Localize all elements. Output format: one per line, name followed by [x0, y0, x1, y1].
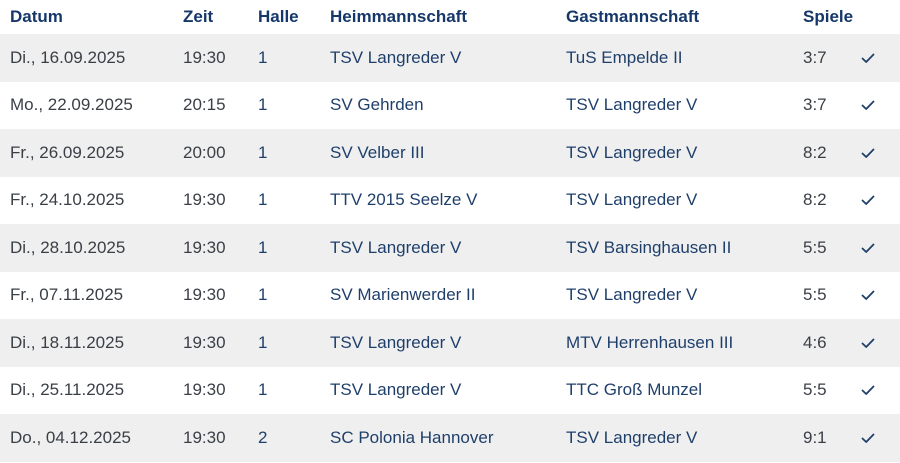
match-time: 19:30	[183, 380, 226, 400]
match-time: 19:30	[183, 237, 226, 257]
match-date: Di., 18.11.2025	[10, 332, 125, 352]
match-date: Di., 25.11.2025	[10, 380, 125, 400]
match-result: 8:2	[803, 190, 827, 210]
match-time: 19:30	[183, 332, 226, 352]
match-hall-link[interactable]: 1	[258, 285, 268, 305]
match-hall-link[interactable]: 1	[258, 142, 268, 162]
match-result: 3:7	[803, 47, 827, 67]
table-row: Di., 18.11.2025 19:30 1 TSV Langreder V …	[0, 319, 900, 367]
match-hall-link[interactable]: 1	[258, 47, 268, 67]
guest-team-link[interactable]: TSV Langreder V	[566, 95, 698, 115]
check-icon[interactable]	[860, 50, 876, 66]
check-icon[interactable]	[860, 382, 876, 398]
guest-team-link[interactable]: TSV Langreder V	[566, 190, 698, 210]
match-hall-link[interactable]: 1	[258, 190, 268, 210]
check-icon[interactable]	[860, 287, 876, 303]
match-time: 19:30	[183, 190, 226, 210]
table-row: Mo., 22.09.2025 20:15 1 SV Gehrden TSV L…	[0, 82, 900, 130]
match-hall-link[interactable]: 1	[258, 332, 268, 352]
table-row: Di., 28.10.2025 19:30 1 TSV Langreder V …	[0, 224, 900, 272]
match-time: 20:15	[183, 95, 226, 115]
column-header-zeit[interactable]: Zeit	[183, 7, 214, 26]
match-time: 19:30	[183, 427, 226, 447]
match-date: Di., 28.10.2025	[10, 237, 126, 257]
home-team-link[interactable]: TSV Langreder V	[330, 332, 462, 352]
home-team-link[interactable]: TTV 2015 Seelze V	[330, 190, 478, 210]
match-date: Mo., 22.09.2025	[10, 95, 133, 115]
match-hall-link[interactable]: 1	[258, 95, 268, 115]
guest-team-link[interactable]: TSV Langreder V	[566, 142, 698, 162]
match-time: 20:00	[183, 142, 226, 162]
match-result: 5:5	[803, 285, 827, 305]
check-icon[interactable]	[860, 192, 876, 208]
guest-team-link[interactable]: TSV Langreder V	[566, 285, 698, 305]
match-result: 3:7	[803, 95, 827, 115]
table-body: Di., 16.09.2025 19:30 1 TSV Langreder V …	[0, 34, 900, 462]
check-icon[interactable]	[860, 430, 876, 446]
home-team-link[interactable]: SV Gehrden	[330, 95, 424, 115]
guest-team-link[interactable]: TSV Barsinghausen II	[566, 237, 732, 257]
match-result: 8:2	[803, 142, 827, 162]
table-row: Di., 25.11.2025 19:30 1 TSV Langreder V …	[0, 367, 900, 415]
home-team-link[interactable]: TSV Langreder V	[330, 47, 462, 67]
guest-team-link[interactable]: TTC Groß Munzel	[566, 380, 703, 400]
match-date: Fr., 26.09.2025	[10, 142, 125, 162]
table-row: Fr., 24.10.2025 19:30 1 TTV 2015 Seelze …	[0, 177, 900, 225]
match-date: Fr., 07.11.2025	[10, 285, 124, 305]
home-team-link[interactable]: SC Polonia Hannover	[330, 427, 494, 447]
guest-team-link[interactable]: TuS Empelde II	[566, 47, 683, 67]
home-team-link[interactable]: SV Marienwerder II	[330, 285, 476, 305]
column-header-halle[interactable]: Halle	[258, 7, 299, 26]
check-icon[interactable]	[860, 97, 876, 113]
table-row: Fr., 07.11.2025 19:30 1 SV Marienwerder …	[0, 272, 900, 320]
home-team-link[interactable]: TSV Langreder V	[330, 237, 462, 257]
table-row: Di., 16.09.2025 19:30 1 TSV Langreder V …	[0, 34, 900, 82]
match-hall-link[interactable]: 1	[258, 237, 268, 257]
home-team-link[interactable]: SV Velber III	[330, 142, 425, 162]
match-date: Fr., 24.10.2025	[10, 190, 125, 210]
column-header-heimmannschaft[interactable]: Heimmannschaft	[330, 7, 467, 26]
table-header: Datum Zeit Halle Heimmannschaft Gastmann…	[0, 0, 900, 34]
guest-team-link[interactable]: MTV Herrenhausen III	[566, 332, 734, 352]
check-icon[interactable]	[860, 145, 876, 161]
match-time: 19:30	[183, 47, 226, 67]
home-team-link[interactable]: TSV Langreder V	[330, 380, 462, 400]
table-row: Do., 04.12.2025 19:30 2 SC Polonia Hanno…	[0, 414, 900, 462]
match-result: 4:6	[803, 332, 827, 352]
match-hall-link[interactable]: 1	[258, 380, 268, 400]
column-header-gastmannschaft[interactable]: Gastmannschaft	[566, 7, 700, 26]
match-result: 5:5	[803, 380, 827, 400]
match-date: Di., 16.09.2025	[10, 47, 126, 67]
check-icon[interactable]	[860, 335, 876, 351]
table-row: Fr., 26.09.2025 20:00 1 SV Velber III TS…	[0, 129, 900, 177]
match-date: Do., 04.12.2025	[10, 427, 131, 447]
column-header-datum[interactable]: Datum	[10, 7, 63, 26]
match-result: 5:5	[803, 237, 827, 257]
column-header-spiele[interactable]: Spiele	[803, 7, 854, 26]
guest-team-link[interactable]: TSV Langreder V	[566, 427, 698, 447]
match-result: 9:1	[803, 427, 827, 447]
match-time: 19:30	[183, 285, 226, 305]
match-hall-link[interactable]: 2	[258, 427, 268, 447]
check-icon[interactable]	[860, 240, 876, 256]
